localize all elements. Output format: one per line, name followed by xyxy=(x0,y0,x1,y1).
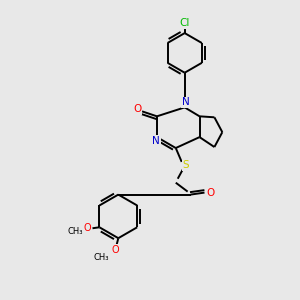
Text: CH₃: CH₃ xyxy=(94,254,109,262)
Text: N: N xyxy=(152,136,160,146)
Text: Cl: Cl xyxy=(179,18,190,28)
Text: S: S xyxy=(182,160,189,170)
Text: N: N xyxy=(182,98,190,107)
Text: O: O xyxy=(84,223,91,233)
Text: CH₃: CH₃ xyxy=(68,227,83,236)
Text: O: O xyxy=(206,188,214,198)
Text: O: O xyxy=(133,104,141,114)
Text: O: O xyxy=(112,245,119,255)
